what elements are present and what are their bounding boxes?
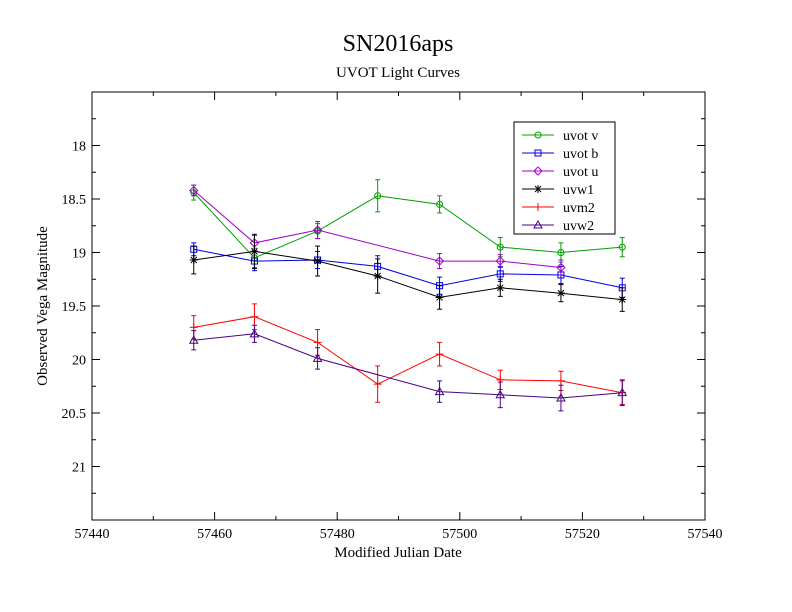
legend-entry: uvot u	[522, 165, 598, 180]
triangle-marker	[249, 328, 260, 338]
y-tick-label: 21	[72, 461, 86, 476]
series-uvw2	[188, 324, 628, 412]
x-axis-label: Modified Julian Date	[334, 545, 462, 561]
plus-marker	[373, 380, 382, 389]
series-line	[193, 190, 561, 268]
y-tick-label: 18.5	[62, 193, 87, 208]
x-tick-label: 57440	[75, 527, 110, 542]
plus-marker	[189, 323, 198, 332]
x-tick-label: 57480	[320, 527, 355, 542]
x-tick-label: 57460	[197, 527, 232, 542]
diamond-marker	[495, 256, 505, 266]
star-marker	[189, 255, 198, 264]
y-axis: 18 18.5 19 19.5 20 20.5 21	[62, 118, 705, 494]
triangle-marker	[495, 389, 506, 399]
triangle-marker	[617, 387, 628, 397]
y-tick-label: 20	[72, 354, 86, 369]
y-axis-label: Observed Vega Magnitude	[35, 226, 51, 386]
legend-label: uvot u	[563, 165, 598, 180]
plus-marker	[534, 203, 542, 211]
legend-label: uvot b	[563, 147, 598, 162]
legend-label: uvm2	[563, 201, 595, 216]
series-line	[193, 248, 623, 289]
y-tick-label: 19	[72, 247, 86, 262]
circle-marker	[618, 243, 626, 251]
series-line	[193, 333, 623, 399]
x-tick-label: 57520	[565, 527, 600, 542]
square-marker	[496, 270, 504, 278]
y-tick-label: 20.5	[62, 407, 87, 422]
series-layer	[188, 179, 628, 412]
star-marker	[496, 283, 505, 292]
x-tick-label: 57500	[442, 527, 477, 542]
plus-marker	[435, 350, 444, 359]
diamond-marker	[312, 225, 323, 235]
circle-marker	[557, 249, 565, 256]
triangle-marker	[556, 393, 566, 402]
plus-marker	[250, 312, 259, 321]
legend-label: uvw2	[563, 219, 594, 234]
triangle-marker	[188, 335, 199, 344]
star-marker	[556, 289, 565, 298]
star-marker	[435, 293, 444, 302]
x-tick-label: 57540	[688, 527, 723, 542]
plus-marker	[313, 338, 322, 347]
series-line	[193, 250, 623, 301]
star-marker	[313, 257, 322, 266]
triangle-marker	[434, 386, 445, 396]
triangle-marker	[533, 219, 543, 229]
legend-box	[513, 121, 616, 235]
legend: uvot v uvot b uvot u uvw1 uvm2 uvw2	[513, 121, 616, 235]
legend-label: uvw1	[563, 183, 594, 198]
legend-entry: uvm2	[522, 201, 595, 216]
circle-marker	[374, 192, 382, 200]
legend-entry: uvw2	[522, 219, 594, 234]
square-marker	[534, 149, 542, 157]
star-marker	[373, 272, 382, 281]
series-line	[193, 316, 623, 394]
diamond-marker	[533, 166, 543, 176]
star-marker	[250, 247, 259, 256]
legend-entry: uvot b	[522, 147, 598, 162]
x-axis: 57440 57460 57480 57500 57520 57540	[75, 92, 723, 542]
diamond-marker	[189, 185, 199, 196]
legend-label: uvot v	[563, 129, 598, 144]
y-tick-label: 19.5	[62, 300, 87, 315]
series-uvm2	[189, 303, 627, 405]
chart-subtitle: UVOT Light Curves	[336, 65, 460, 81]
star-marker	[534, 185, 542, 193]
series-uvw1	[189, 233, 627, 312]
legend-entry: uvot v	[522, 129, 598, 144]
diamond-marker	[556, 262, 566, 273]
legend-entry: uvw1	[522, 183, 594, 198]
y-tick-label: 18	[72, 140, 86, 155]
chart-title: SN2016aps	[343, 31, 454, 57]
diamond-marker	[434, 256, 445, 266]
circle-marker	[534, 131, 542, 139]
circle-marker	[496, 243, 504, 251]
star-marker	[618, 295, 627, 304]
triangle-marker	[312, 353, 323, 362]
circle-marker	[436, 200, 444, 208]
plus-marker	[556, 376, 565, 385]
